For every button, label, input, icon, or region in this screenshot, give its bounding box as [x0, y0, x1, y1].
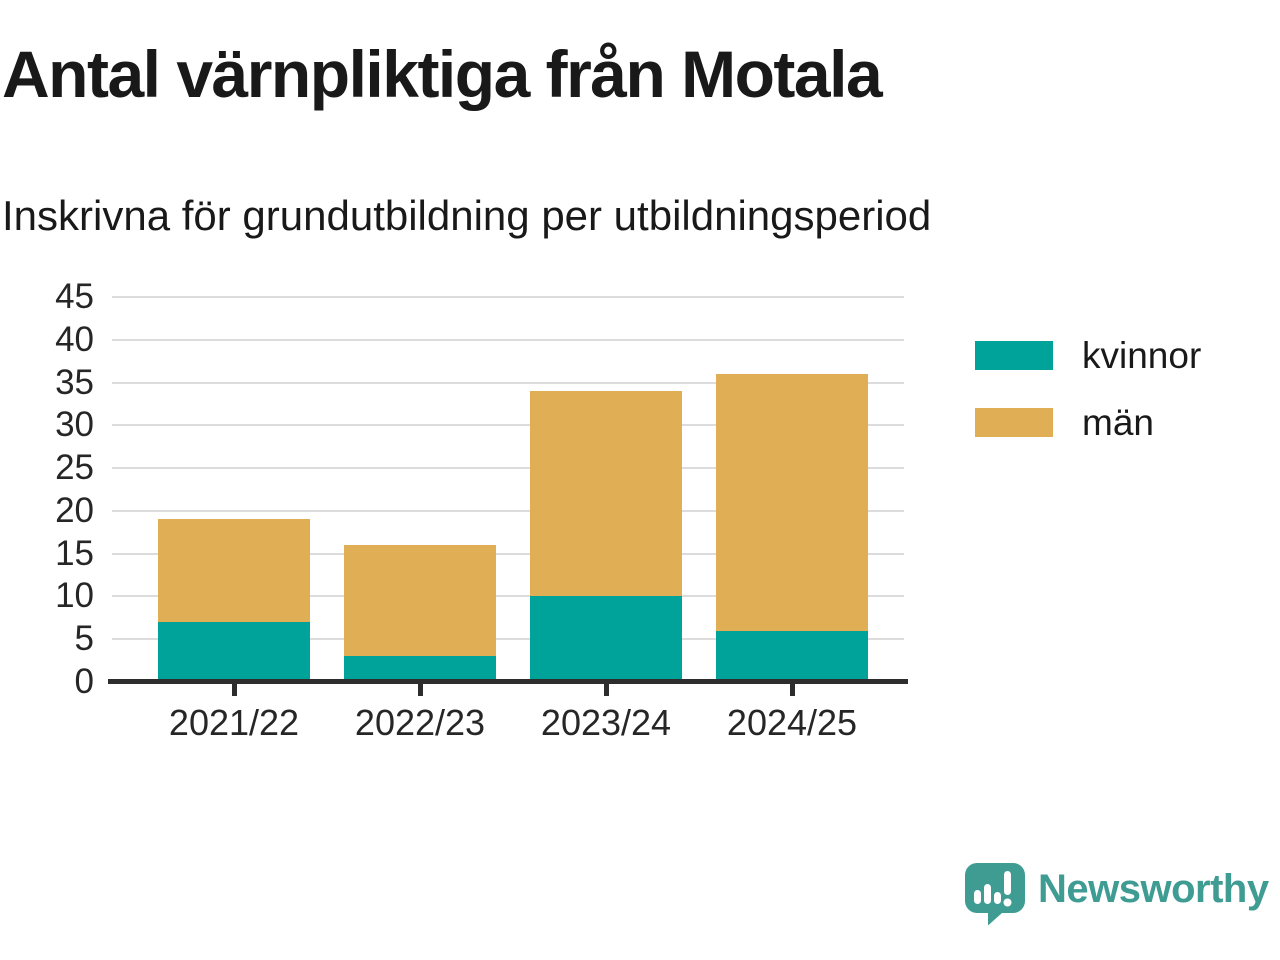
- chart-subtitle: Inskrivna för grundutbildning per utbild…: [2, 192, 932, 239]
- legend-swatch-kvinnor: [975, 341, 1053, 370]
- gridline-25: [112, 467, 904, 470]
- legend-swatch-man: [975, 408, 1053, 437]
- plot-area: [112, 296, 904, 682]
- x-tick-label-2021/22: 2021/22: [168, 702, 300, 743]
- y-tick-label-20: 20: [55, 490, 94, 530]
- x-tick-label-2023/24: 2023/24: [540, 702, 672, 743]
- y-tick-label-35: 35: [55, 362, 94, 402]
- x-tick-label-2024/25: 2024/25: [726, 702, 858, 743]
- legend: kvinnor män: [975, 337, 1201, 441]
- legend-label-kvinnor: kvinnor: [1082, 335, 1202, 376]
- gridline-40: [112, 338, 904, 341]
- x-tick-2022/23: [417, 684, 423, 696]
- gridline-20: [112, 509, 904, 512]
- y-tick-label-0: 0: [74, 662, 94, 701]
- y-tick-label-10: 10: [55, 576, 94, 616]
- brand-name: Newsworthy: [1038, 866, 1269, 911]
- x-axis-baseline: [108, 679, 908, 684]
- x-tick-2021/22: [231, 684, 237, 696]
- gridline-5: [112, 638, 904, 641]
- y-tick-label-40: 40: [55, 319, 94, 359]
- gridline-45: [112, 296, 904, 298]
- x-axis: 2021/22 2022/23 2023/24 2024/25: [112, 684, 904, 760]
- legend-item-man: män: [975, 404, 1201, 441]
- gridline-15: [112, 552, 904, 555]
- bar-segment-män-2021/22: [158, 519, 310, 623]
- chart-title: Antal värnpliktiga från Motala: [2, 37, 883, 111]
- bar-segment-kvinnor-2024/25: [716, 630, 868, 682]
- y-tick-label-45: 45: [55, 277, 94, 316]
- y-tick-label-15: 15: [55, 533, 94, 573]
- bar-segment-män-2022/23: [344, 545, 496, 657]
- x-tick-2024/25: [789, 684, 795, 696]
- legend-label-man: män: [1082, 402, 1154, 443]
- gridline-10: [112, 595, 904, 598]
- newsworthy-logo-icon: [965, 863, 1025, 926]
- bar-segment-kvinnor-2022/23: [344, 656, 496, 682]
- x-tick-label-2022/23: 2022/23: [354, 702, 486, 743]
- bar-segment-kvinnor-2023/24: [530, 596, 682, 682]
- gridline-35: [112, 381, 904, 384]
- brand-footer: Newsworthy: [962, 860, 1269, 926]
- y-tick-label-5: 5: [74, 619, 94, 659]
- y-tick-label-25: 25: [55, 448, 94, 488]
- y-axis: 0 5 10 15 20 25 30 35 40 45: [20, 277, 94, 701]
- legend-item-kvinnor: kvinnor: [975, 337, 1201, 374]
- bar-segment-män-2024/25: [716, 374, 868, 631]
- gridline-30: [112, 424, 904, 427]
- bar-segment-män-2023/24: [530, 391, 682, 597]
- y-tick-label-30: 30: [55, 405, 94, 445]
- bar-segment-kvinnor-2021/22: [158, 622, 310, 682]
- x-tick-2023/24: [603, 684, 609, 696]
